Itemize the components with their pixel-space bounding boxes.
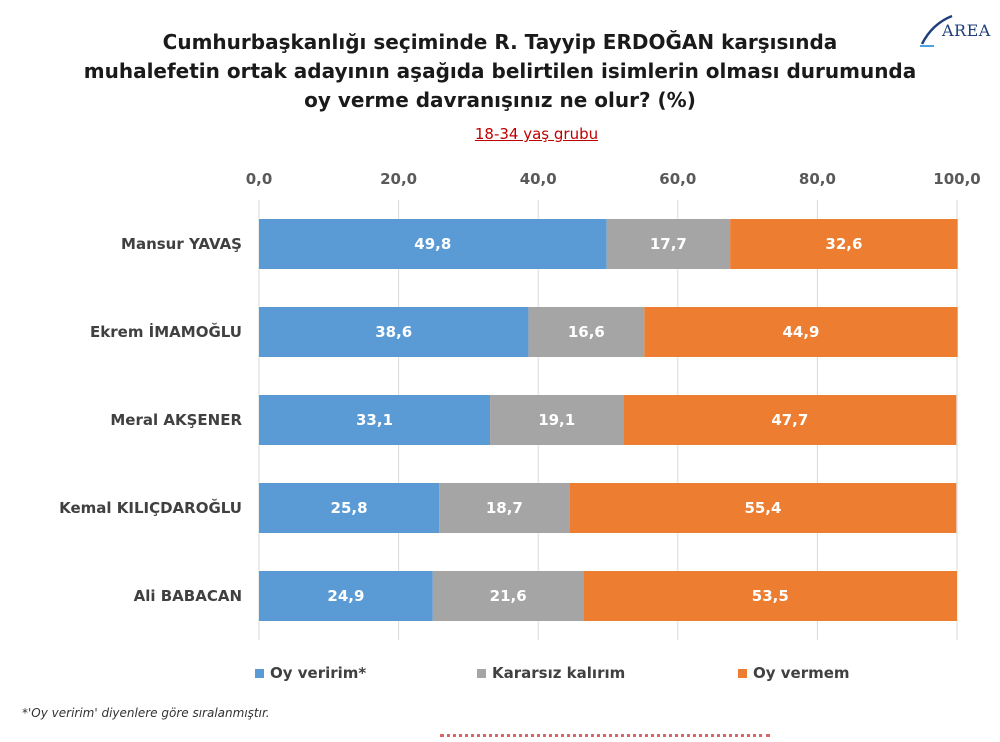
x-tick-label: 60,0 — [659, 170, 696, 188]
legend-item: Oy vermem — [738, 664, 850, 682]
legend-swatch — [738, 668, 747, 678]
data-label: 44,9 — [782, 323, 819, 341]
title-line-1: Cumhurbaşkanlığı seçiminde R. Tayyip ERD… — [162, 30, 838, 54]
bar-segment — [259, 395, 491, 445]
data-label: 19,1 — [538, 411, 575, 429]
bar-segment — [528, 307, 645, 357]
category-label: Ali BABACAN — [134, 587, 242, 605]
bar-segment — [569, 483, 957, 533]
data-label: 21,6 — [490, 587, 527, 605]
bar-segment — [644, 307, 958, 357]
legend-label: Oy veririm* — [270, 664, 367, 682]
title-line-2: muhalefetin ortak adayının aşağıda belir… — [83, 59, 917, 83]
title-line-3: oy verme davranışınız ne olur? (%) — [304, 88, 696, 112]
data-label: 47,7 — [771, 411, 808, 429]
bar-segment — [259, 307, 529, 357]
footnote: *'Oy veririm' diyenlere göre sıralanmışt… — [22, 706, 270, 720]
decorative-red-line — [440, 734, 770, 742]
x-tick-label: 80,0 — [799, 170, 836, 188]
bar-segment — [730, 219, 958, 269]
x-tick-label: 40,0 — [520, 170, 557, 188]
area-logo-icon — [920, 14, 953, 47]
data-label: 17,7 — [650, 235, 687, 253]
bar-segment — [606, 219, 731, 269]
bar-segment — [259, 483, 440, 533]
data-label: 53,5 — [752, 587, 789, 605]
legend-swatch — [255, 668, 264, 678]
legend-swatch — [477, 668, 486, 678]
category-label: Meral AKŞENER — [110, 411, 242, 429]
bar-segment — [583, 571, 957, 621]
legend-label: Kararsız kalırım — [492, 664, 626, 682]
legend-item: Oy veririm* — [255, 664, 366, 682]
bar-segment — [432, 571, 584, 621]
category-label: Mansur YAVAŞ — [121, 235, 242, 253]
category-label: Ekrem İMAMOĞLU — [90, 322, 242, 341]
logo-text: AREA — [942, 21, 991, 40]
data-label: 55,4 — [744, 499, 781, 517]
bar-segment — [439, 483, 570, 533]
bar-segment — [490, 395, 624, 445]
data-label: 33,1 — [356, 411, 393, 429]
chart-title: Cumhurbaşkanlığı seçiminde R. Tayyip ERD… — [60, 28, 940, 115]
legend: Oy veririm* Kararsız kalırım Oy vermem — [0, 664, 1000, 684]
bar-segment — [623, 395, 957, 445]
data-label: 18,7 — [486, 499, 523, 517]
legend-item: Kararsız kalırım — [477, 664, 625, 682]
x-tick-label: 20,0 — [380, 170, 417, 188]
data-label: 32,6 — [825, 235, 862, 253]
bar-segment — [259, 571, 433, 621]
data-label: 25,8 — [331, 499, 368, 517]
chart-subtitle: 18-34 yaş grubu — [474, 125, 599, 143]
bar-segment — [259, 219, 607, 269]
category-label: Kemal KILIÇDAROĞLU — [59, 498, 242, 517]
legend-label: Oy vermem — [753, 664, 850, 682]
x-tick-label: 100,0 — [933, 170, 980, 188]
data-label: 38,6 — [375, 323, 412, 341]
data-label: 49,8 — [414, 235, 451, 253]
data-label: 24,9 — [327, 587, 364, 605]
data-label: 16,6 — [568, 323, 605, 341]
x-tick-label: 0,0 — [246, 170, 273, 188]
